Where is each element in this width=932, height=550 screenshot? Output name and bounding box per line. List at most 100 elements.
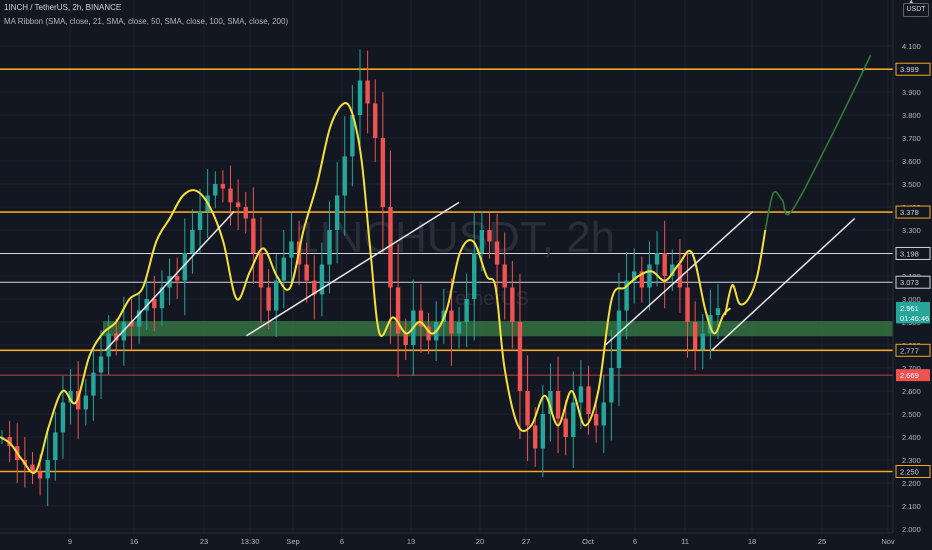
candle-body bbox=[593, 414, 599, 426]
candle-body bbox=[395, 287, 401, 334]
candle-body bbox=[670, 264, 675, 276]
candle-body bbox=[632, 271, 637, 281]
x-tick-label: 27 bbox=[522, 537, 530, 546]
x-axis: 9 16 23 13:30 Sep 6 13 20 27 Oct 6 11 18 25 Nov bbox=[68, 537, 895, 546]
price-label-box bbox=[895, 62, 931, 76]
y-tick-label: 2.200 bbox=[902, 479, 921, 488]
candle-body bbox=[327, 230, 332, 265]
candle-body bbox=[83, 395, 88, 410]
candle-body bbox=[213, 184, 218, 196]
y-tick-label: 3.000 bbox=[902, 295, 921, 304]
candle-body bbox=[380, 138, 386, 207]
candle-body bbox=[174, 276, 180, 281]
candle-body bbox=[37, 471, 43, 479]
candle-body bbox=[540, 414, 546, 449]
candle-body bbox=[68, 391, 73, 403]
y-tick-label: 2.500 bbox=[902, 410, 921, 419]
y-tick-label: 2.300 bbox=[902, 456, 921, 465]
candle-body bbox=[312, 280, 317, 295]
candle-body bbox=[571, 402, 576, 437]
candle-body bbox=[129, 322, 134, 327]
candle-body bbox=[235, 202, 241, 207]
support-zone-rect bbox=[103, 321, 893, 337]
y-tick-label: 3.300 bbox=[902, 226, 921, 235]
candle-body bbox=[45, 460, 50, 479]
candle-body bbox=[243, 207, 248, 219]
x-tick-label: 13 bbox=[407, 537, 415, 546]
y-tick-label: 3.800 bbox=[902, 111, 921, 120]
price-label-box bbox=[895, 465, 931, 478]
x-tick-label: 11 bbox=[681, 537, 689, 546]
candles bbox=[0, 49, 721, 506]
candle-body bbox=[136, 310, 142, 327]
candle-body bbox=[426, 326, 431, 341]
horizontal-levels bbox=[0, 68, 893, 473]
watermark-name: TetherUS bbox=[445, 288, 528, 310]
trendlines bbox=[104, 201, 856, 351]
candle-body bbox=[53, 432, 58, 460]
support-zone bbox=[103, 321, 893, 337]
trendline bbox=[711, 217, 856, 351]
candle-body bbox=[609, 368, 614, 403]
candle-body bbox=[258, 253, 264, 288]
candle-body bbox=[700, 333, 705, 350]
symbol-title[interactable]: 1INCH / TetherUS, 2h, BINANCE bbox=[4, 3, 122, 12]
candle-body bbox=[647, 264, 652, 288]
candle-body bbox=[502, 264, 507, 288]
trendline bbox=[246, 201, 460, 337]
y-tick-label: 3.600 bbox=[902, 157, 921, 166]
candle-body bbox=[98, 356, 104, 373]
candle-body bbox=[220, 184, 226, 189]
candle-body bbox=[456, 322, 462, 334]
candle-body bbox=[289, 241, 294, 258]
candle-body bbox=[91, 372, 96, 396]
x-tick-label: 6 bbox=[340, 537, 344, 546]
candle-body bbox=[692, 322, 698, 350]
candle-body bbox=[403, 333, 408, 345]
price-label-box bbox=[896, 301, 930, 314]
y-tick-label: 2.000 bbox=[902, 525, 921, 534]
projection-green bbox=[764, 54, 872, 231]
candle-body bbox=[677, 264, 683, 288]
candle-body bbox=[365, 80, 370, 104]
candle-body bbox=[487, 230, 492, 242]
y-tick-label: 2.100 bbox=[902, 502, 921, 511]
candle-body bbox=[715, 308, 721, 316]
sma-line bbox=[0, 102, 732, 474]
x-tick-label: 18 bbox=[748, 537, 756, 546]
x-tick-label: 6 bbox=[633, 537, 637, 546]
candle-body bbox=[159, 287, 165, 309]
watermark-symbol: 1INCHUSDT, 2h bbox=[295, 213, 615, 262]
price-label: 2.250 bbox=[900, 468, 919, 477]
candle-body bbox=[418, 310, 424, 327]
y-tick-label: 3.500 bbox=[902, 180, 921, 189]
price-label: 3.999 bbox=[900, 65, 919, 74]
y-tick-label: 3.700 bbox=[902, 134, 921, 143]
price-label-box bbox=[895, 246, 931, 260]
candle-body bbox=[563, 418, 568, 437]
candle-body bbox=[30, 464, 35, 472]
candle-body bbox=[494, 241, 500, 265]
candle-body bbox=[334, 195, 340, 230]
y-tick-label: 3.900 bbox=[902, 88, 921, 97]
projection-yellow bbox=[724, 229, 767, 316]
candle-body bbox=[586, 386, 591, 414]
x-tick-label: 13:30 bbox=[241, 537, 260, 546]
price-label: 2.777 bbox=[900, 346, 919, 355]
candle-body bbox=[525, 391, 530, 426]
candle-body bbox=[106, 333, 111, 357]
candle-body bbox=[472, 253, 477, 299]
x-tick-label: 16 bbox=[130, 537, 138, 546]
currency-badge[interactable]: USDT bbox=[903, 3, 929, 17]
candle-body bbox=[685, 287, 690, 322]
trendline bbox=[604, 211, 754, 346]
indicator-legend[interactable]: MA Ribbon (SMA, close, 21, SMA, close, 5… bbox=[4, 17, 289, 26]
candle-body bbox=[388, 207, 393, 288]
candle-body bbox=[662, 253, 667, 276]
x-tick-label: Nov bbox=[881, 537, 895, 546]
candle-body bbox=[60, 402, 66, 433]
price-label-box bbox=[896, 312, 930, 324]
candle-body bbox=[510, 287, 515, 322]
